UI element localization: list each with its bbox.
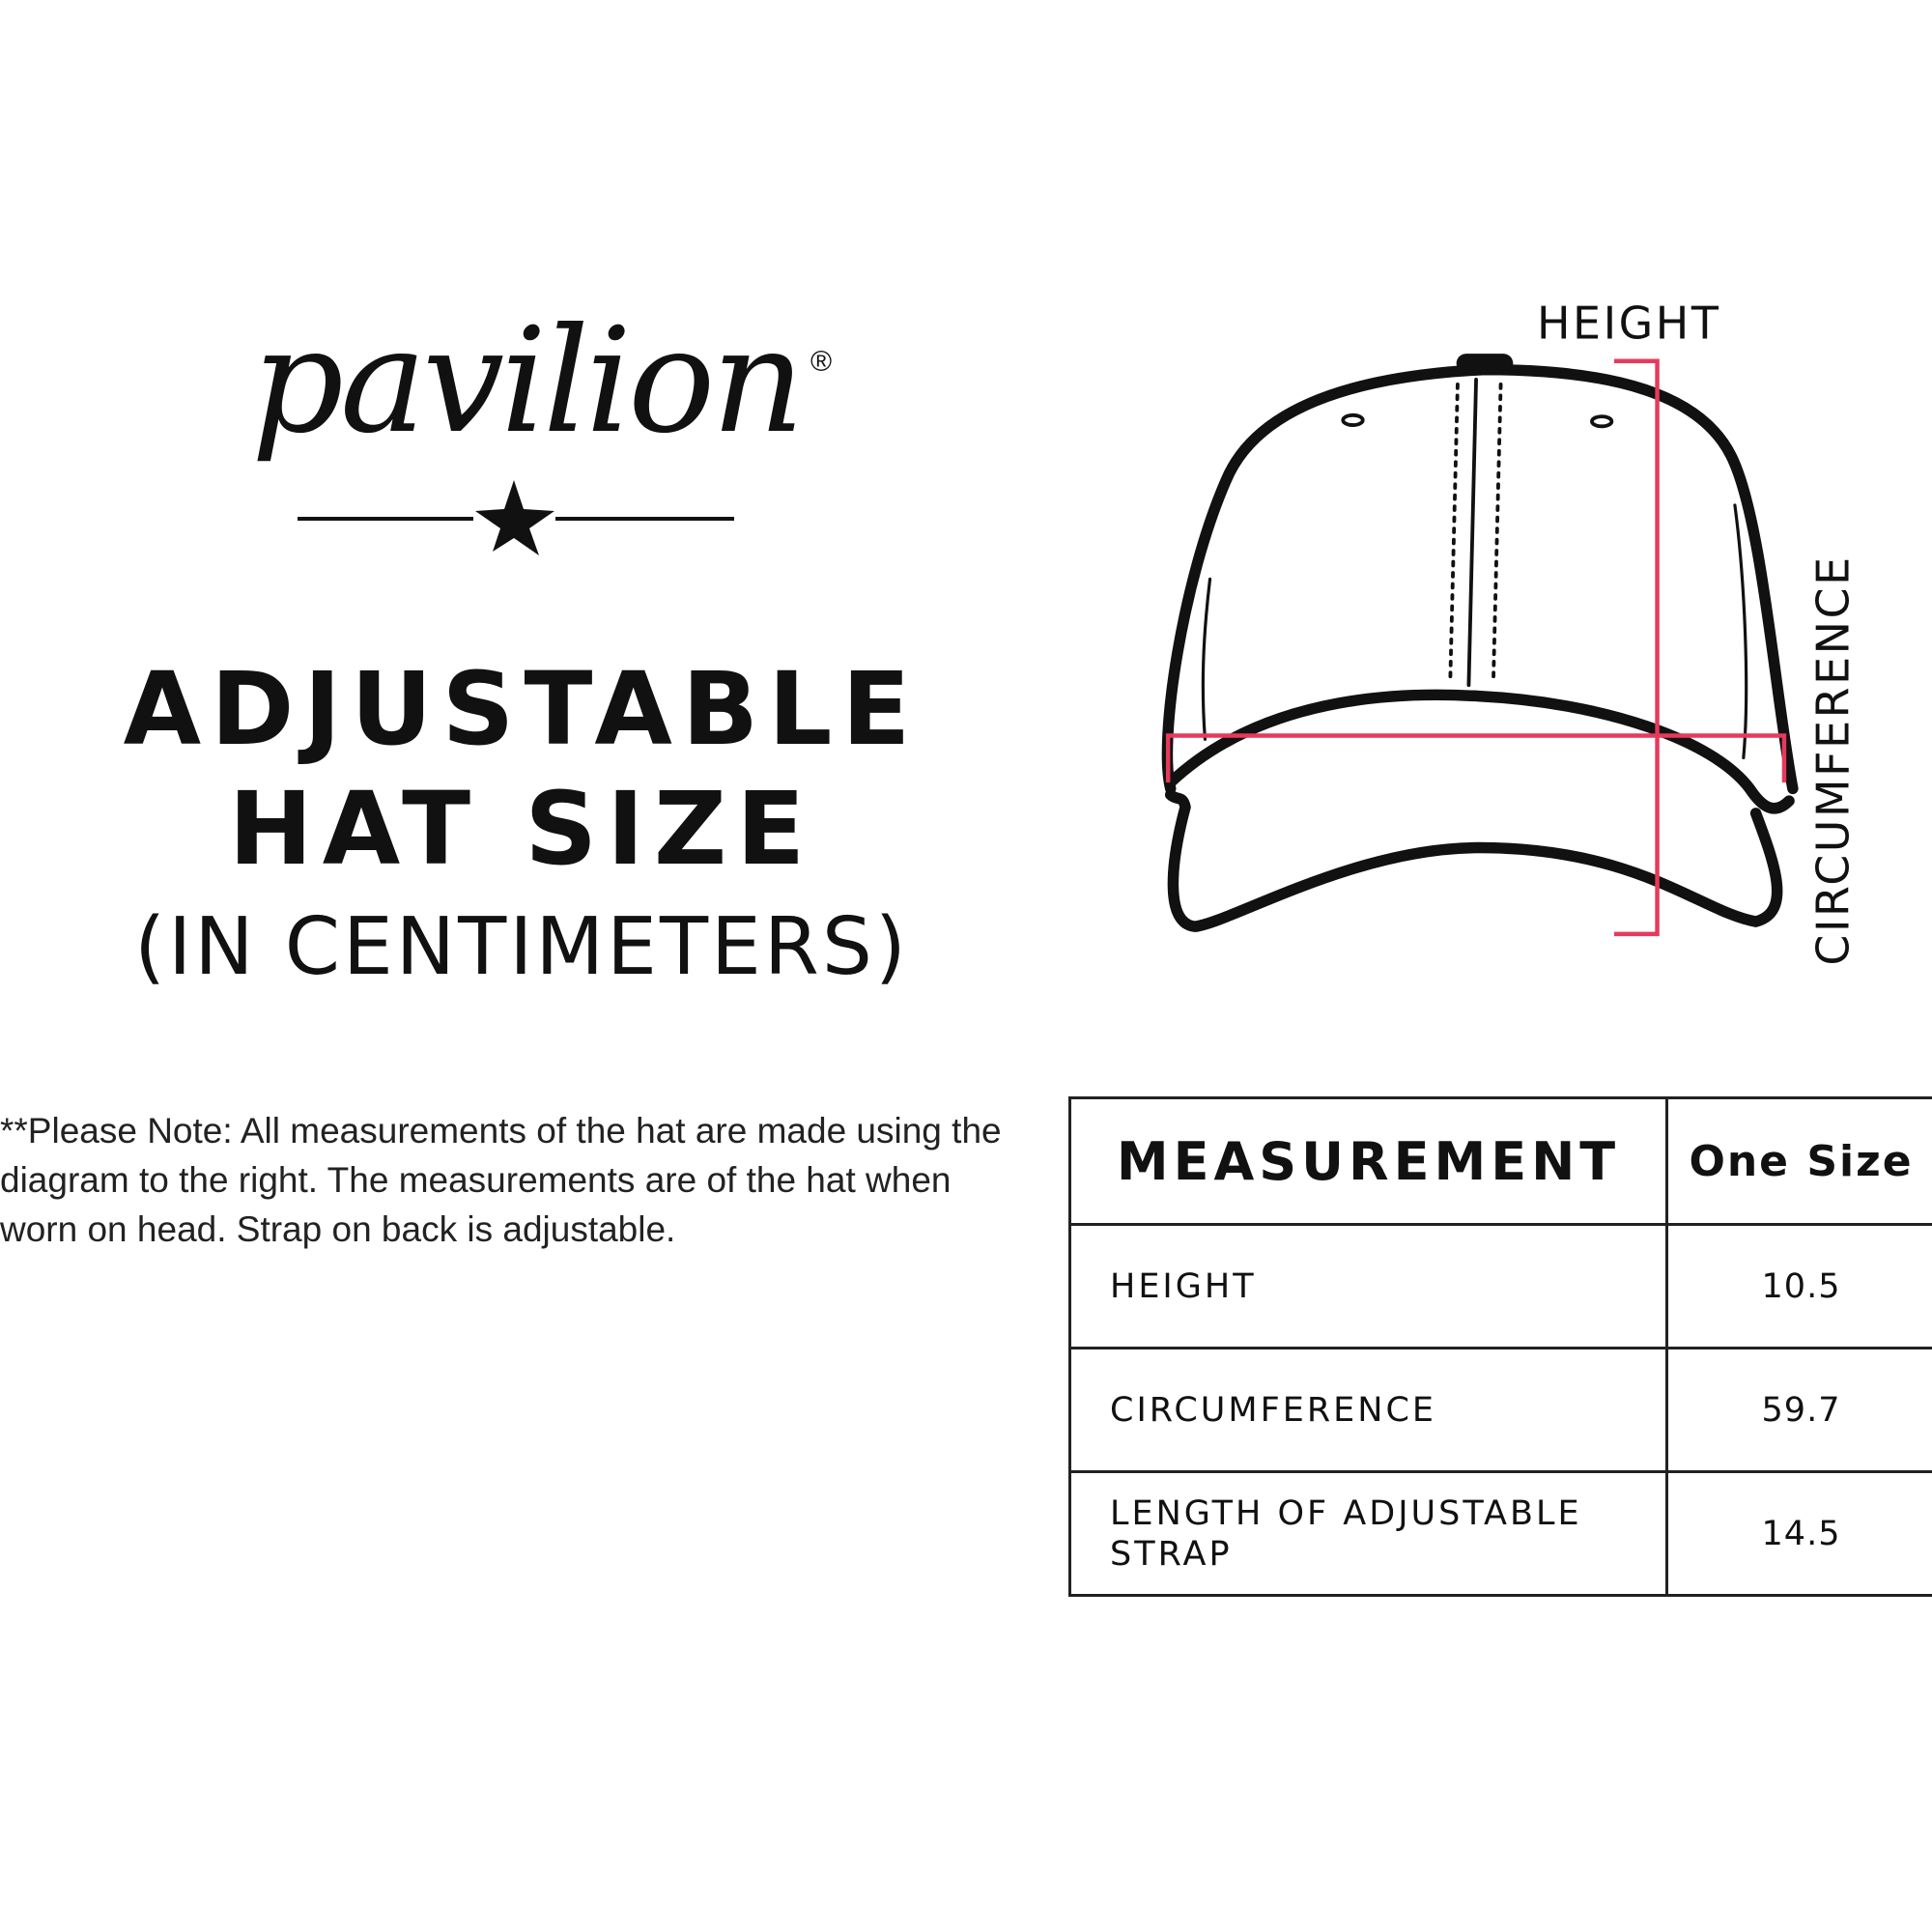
- row-value: 14.5: [1665, 1470, 1932, 1597]
- row-label: LENGTH OF ADJUSTABLE STRAP: [1068, 1470, 1668, 1597]
- registered-mark: ®: [810, 346, 833, 378]
- measurement-note: **Please Note: All measurements of the h…: [0, 1111, 1002, 1249]
- header-one-size: One Size: [1665, 1096, 1932, 1226]
- pavilion-logo: pavilion ®: [232, 309, 908, 560]
- measurement-guides: [1165, 358, 1787, 937]
- row-label: HEIGHT: [1068, 1223, 1668, 1350]
- table-row: LENGTH OF ADJUSTABLE STRAP 14.5: [1068, 1470, 1932, 1597]
- header-measurement: MEASUREMENT: [1068, 1096, 1668, 1226]
- table-header-row: MEASUREMENT One Size: [1068, 1096, 1932, 1226]
- title-line-1: ADJUSTABLE: [123, 650, 921, 768]
- logo-wordmark: pavilion: [251, 298, 805, 466]
- row-value: 59.7: [1665, 1347, 1932, 1473]
- hat-outline: [1161, 363, 1799, 932]
- title-line-2: HAT SIZE: [228, 770, 815, 888]
- hat-button: [1456, 354, 1514, 374]
- star-divider-icon: [298, 480, 734, 555]
- row-label: CIRCUMFERENCE: [1068, 1347, 1668, 1473]
- table-row: HEIGHT 10.5: [1068, 1223, 1932, 1350]
- height-label: HEIGHT: [1537, 298, 1721, 350]
- unit-subtitle: (IN CENTIMETERS): [134, 901, 909, 993]
- logo-wordmark-row: pavilion ®: [251, 309, 832, 454]
- table-row: CIRCUMFERENCE 59.7: [1068, 1347, 1932, 1473]
- row-value: 10.5: [1665, 1223, 1932, 1350]
- size-table: MEASUREMENT One Size HEIGHT 10.5 CIRCUMF…: [1068, 1096, 1932, 1597]
- circumference-bracket: [1165, 733, 1787, 782]
- circumference-label: CIRCUMFERENCE: [1806, 554, 1859, 965]
- height-bracket: [1613, 358, 1660, 937]
